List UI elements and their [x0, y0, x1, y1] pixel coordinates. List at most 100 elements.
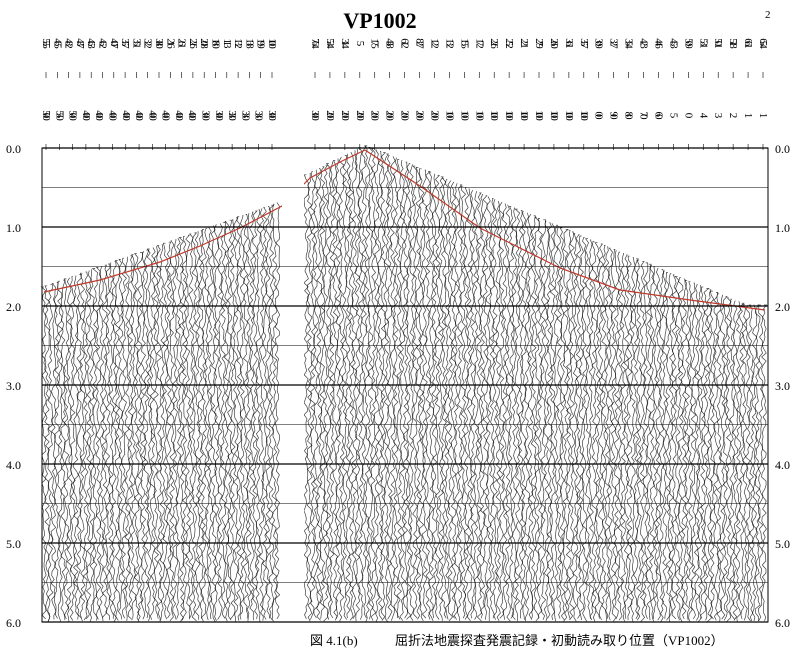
trace [697, 285, 703, 622]
trace [482, 195, 489, 620]
trace [185, 234, 191, 620]
trace [268, 204, 275, 622]
offset-label: 330 [239, 110, 251, 121]
trace [584, 238, 591, 619]
offset-label: 90 [608, 112, 620, 121]
station-label: 501 [712, 38, 724, 48]
trace [649, 265, 655, 622]
trace [357, 147, 364, 620]
trace [210, 225, 217, 623]
trace [271, 203, 278, 621]
trace [425, 171, 431, 620]
trace [578, 235, 585, 621]
trace [754, 304, 761, 622]
station-label: 208 [198, 38, 210, 49]
trace [130, 254, 137, 619]
trace [162, 242, 169, 620]
trace [133, 253, 140, 622]
station-label: 361 [563, 38, 575, 48]
y-tick-label: 1.0 [6, 221, 21, 235]
trace [565, 230, 572, 619]
trace [47, 284, 54, 621]
station-label: 279 [533, 38, 545, 49]
trace [457, 184, 463, 621]
station-label: 482 [63, 38, 75, 48]
station-label: 458 [384, 38, 396, 49]
trace [751, 304, 758, 622]
station-label: 534 [324, 38, 336, 49]
station-label: 357 [119, 38, 131, 49]
trace [662, 270, 668, 619]
trace [194, 231, 201, 620]
station-label: 322 [142, 38, 154, 48]
trace [556, 226, 563, 619]
trace [732, 300, 739, 621]
station-label: 261 [176, 38, 188, 48]
offset-label: 400 [120, 110, 132, 121]
caption-box [300, 628, 770, 652]
trace [409, 164, 415, 621]
station-label: 327 [608, 38, 620, 49]
station-label: 113 [221, 38, 233, 49]
trace [274, 202, 281, 620]
station-label: 531 [697, 38, 709, 48]
offset-label: 200 [428, 110, 440, 121]
trace [677, 277, 684, 622]
trace [537, 218, 543, 619]
trace [140, 250, 147, 620]
trace [121, 257, 127, 619]
trace [553, 224, 559, 622]
trace [524, 212, 531, 622]
trace [549, 223, 556, 620]
offset-label: 500 [40, 110, 52, 121]
offset-label: 550 [53, 110, 65, 121]
trace [473, 191, 479, 620]
station-label: 465 [51, 38, 63, 49]
trace [521, 211, 527, 620]
trace [614, 250, 620, 619]
trace [610, 249, 617, 622]
trace [681, 278, 687, 620]
trace [757, 304, 764, 622]
trace [745, 304, 751, 622]
trace [655, 267, 662, 621]
trace [114, 260, 121, 621]
trace [316, 168, 323, 621]
station-label: 100 [266, 38, 278, 49]
y-tick-label: 4.0 [6, 458, 21, 472]
trace [591, 240, 598, 622]
offset-label: 400 [106, 110, 118, 121]
trace [201, 229, 207, 622]
trace [63, 278, 70, 620]
offset-label: 400 [186, 110, 198, 121]
station-label: 764 [309, 38, 321, 49]
trace [73, 275, 79, 620]
trace [495, 200, 502, 622]
station-label: 555 [40, 38, 52, 49]
trace [207, 226, 214, 620]
offset-label: 100 [533, 110, 545, 121]
station-label: 260 [548, 38, 560, 49]
trace [329, 161, 335, 619]
trace [137, 252, 143, 621]
y-tick-label-right: 4.0 [775, 458, 790, 472]
trace [441, 177, 447, 619]
trace [178, 237, 185, 622]
trace [95, 267, 102, 620]
trace [639, 261, 646, 622]
trace [69, 276, 76, 621]
station-label: 437 [74, 38, 86, 49]
trace [146, 248, 153, 622]
trace [671, 274, 678, 620]
offset-label: 400 [160, 110, 172, 121]
station-label: 122 [428, 38, 440, 48]
trace [450, 181, 457, 619]
trace [91, 268, 99, 621]
trace [630, 257, 636, 622]
station-label: 309 [593, 38, 605, 49]
offset-label: 300 [266, 110, 278, 121]
y-tick-label-right: 6.0 [775, 616, 790, 630]
offset-label: 300 [200, 110, 212, 121]
trace [258, 208, 265, 621]
